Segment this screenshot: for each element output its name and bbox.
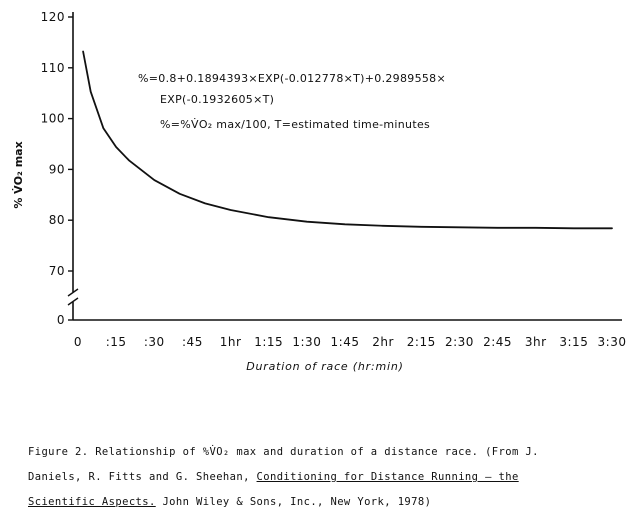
equation-line-3: %=%V̇O₂ max/100, T=estimated time-minute… xyxy=(160,118,430,131)
y-tick-label: 80 xyxy=(49,213,65,227)
x-tick-label: 2:30 xyxy=(445,335,474,349)
caption-authors: Daniels, R. Fitts and G. Sheehan, xyxy=(28,471,257,483)
x-tick-label: :15 xyxy=(106,335,127,349)
equation-line-1: %=0.8+0.1894393×EXP(-0.012778×T)+0.29895… xyxy=(138,72,446,85)
y-ticks: 120 110 100 90 80 70 0 xyxy=(41,10,73,327)
y-tick-label: 120 xyxy=(41,10,65,24)
x-tick-label: 2hr xyxy=(372,335,394,349)
caption-line-2: Daniels, R. Fitts and G. Sheehan, Condit… xyxy=(28,465,628,490)
y-tick-label: 100 xyxy=(41,112,65,126)
caption-publisher: John Wiley & Sons, Inc., New York, 1978) xyxy=(155,496,432,508)
x-tick-label: 1:30 xyxy=(292,335,321,349)
x-tick-label: 0 xyxy=(74,335,82,349)
x-tick-label: :30 xyxy=(144,335,165,349)
axis-break-mark xyxy=(67,288,79,297)
x-tick-label: 1hr xyxy=(220,335,242,349)
x-ticks: 0 :15 :30 :45 1hr 1:15 1:30 1:45 2hr 2:15 2:30 2:45… xyxy=(74,335,627,349)
x-axis-label: Duration of race (hr:min) xyxy=(246,360,403,373)
y-tick-label: 70 xyxy=(49,264,65,278)
x-tick-label: :45 xyxy=(182,335,203,349)
axis-break-mark xyxy=(67,297,79,306)
equation-line-2: EXP(-0.1932605×T) xyxy=(160,93,274,106)
caption-book-title: Conditioning for Distance Running — the xyxy=(256,471,519,483)
axes xyxy=(67,12,622,321)
caption-book-title-cont: Scientific Aspects. xyxy=(28,496,156,508)
x-tick-label: 1:45 xyxy=(331,335,360,349)
caption-line-3: Scientific Aspects. John Wiley & Sons, I… xyxy=(28,490,628,515)
y-tick-label: 0 xyxy=(57,313,65,327)
series-line xyxy=(82,50,613,230)
x-tick-label: 3:15 xyxy=(559,335,588,349)
y-axis-label: % V̇O₂ max xyxy=(12,141,25,208)
series xyxy=(82,50,613,230)
y-tick-label: 90 xyxy=(49,162,65,176)
x-tick-label: 3hr xyxy=(525,335,547,349)
x-tick-label: 3:30 xyxy=(598,335,627,349)
caption-line-1: Figure 2. Relationship of %V̇O₂ max and … xyxy=(28,446,539,458)
y-tick-label: 110 xyxy=(41,61,65,75)
x-tick-label: 1:15 xyxy=(254,335,283,349)
x-tick-label: 2:45 xyxy=(483,335,512,349)
figure-caption: Figure 2. Relationship of %V̇O₂ max and … xyxy=(28,440,628,515)
chart: 120 110 100 90 80 70 0 0 :15 :30 :45 1hr 1:15 1:30 1:… xyxy=(12,10,627,373)
x-tick-label: 2:15 xyxy=(407,335,436,349)
